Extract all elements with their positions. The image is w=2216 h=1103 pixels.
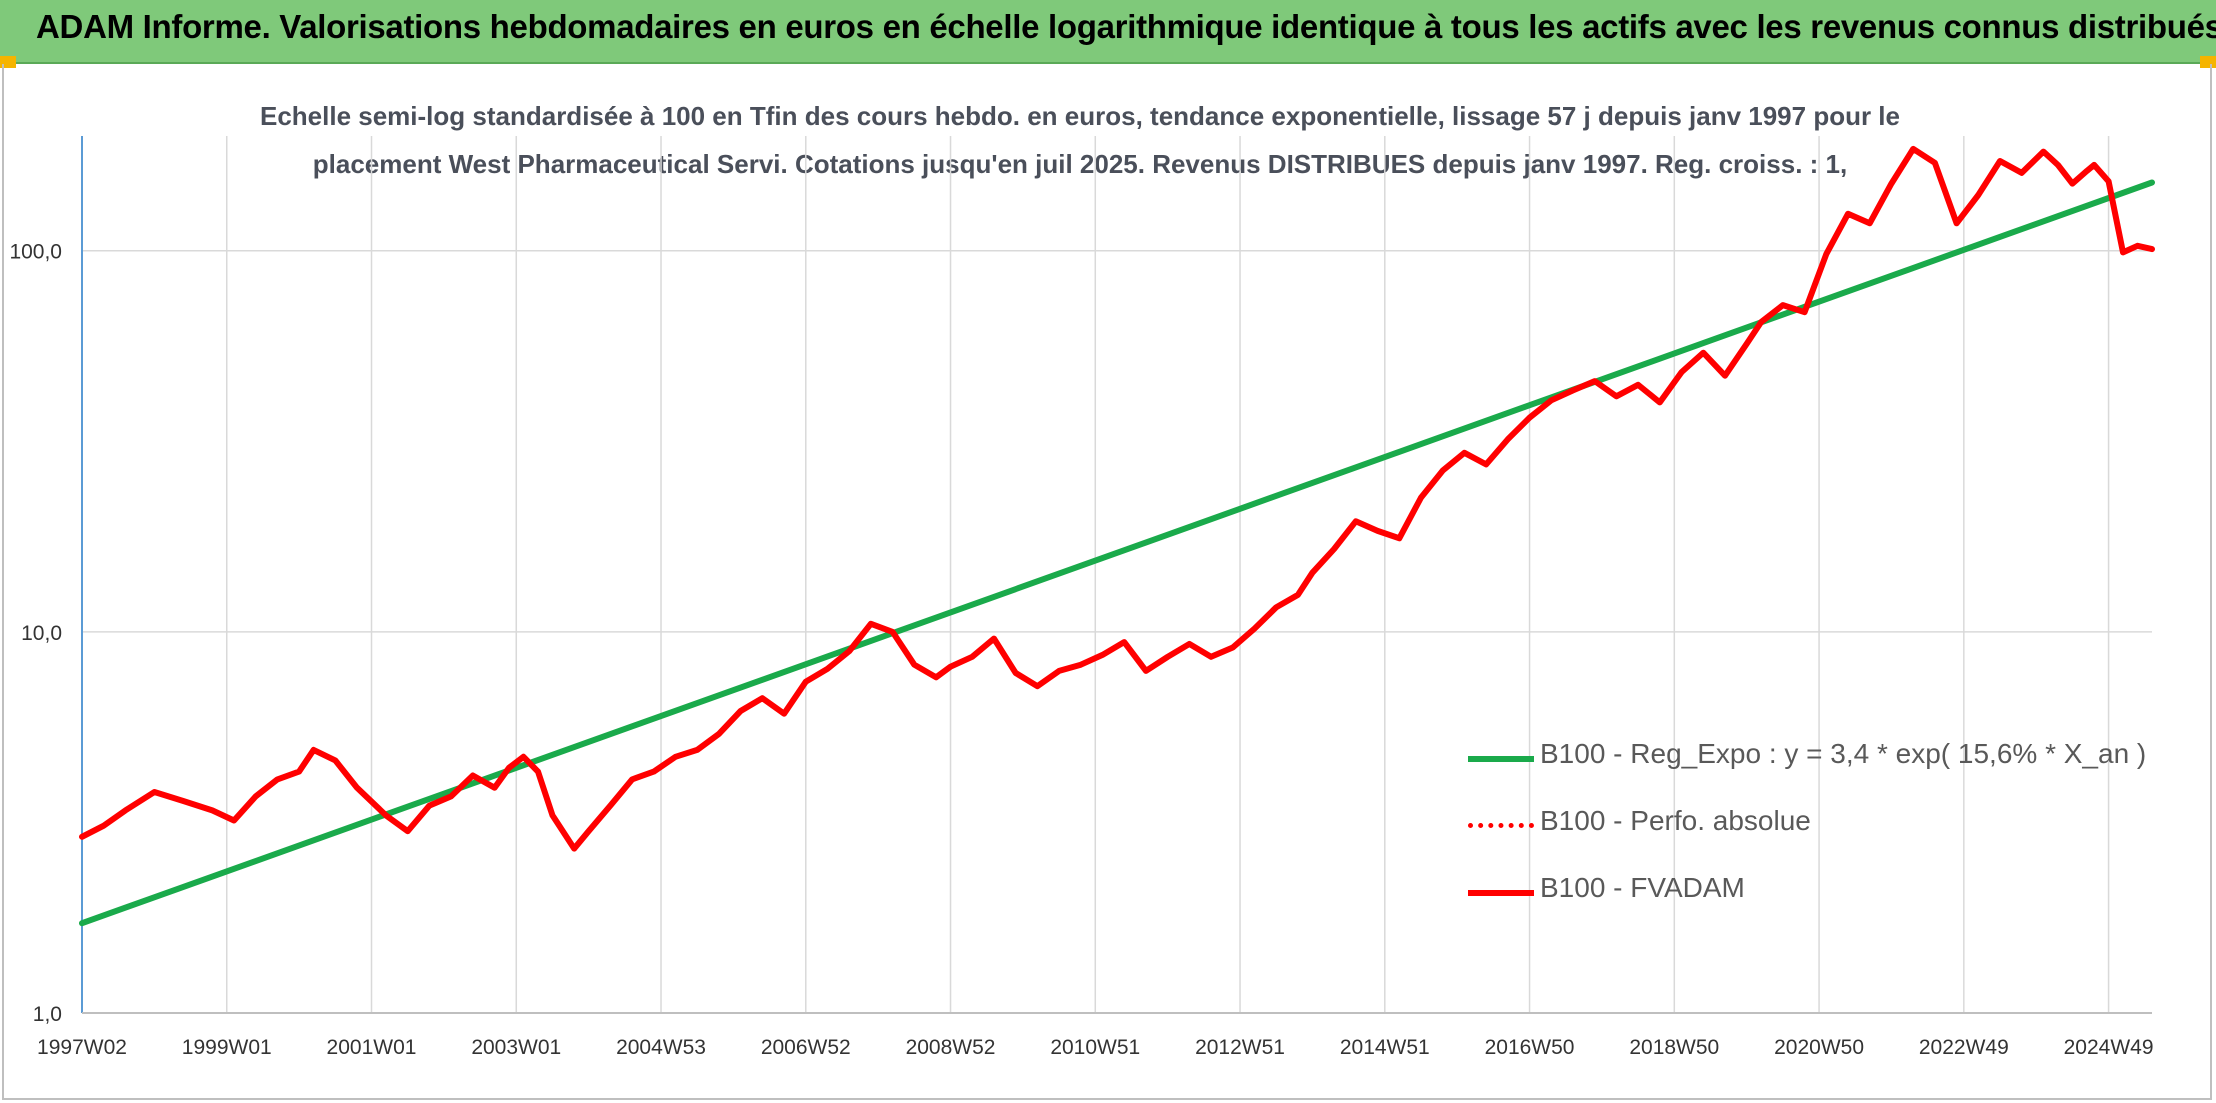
legend-label-trend: B100 - Reg_Expo : y = 3,4 * exp( 15,6% *…: [1540, 738, 2147, 769]
corner-marker-right: [2200, 56, 2216, 68]
y-tick-label: 1,0: [33, 1003, 62, 1026]
x-tick-label: 2008W52: [906, 1036, 996, 1059]
x-tick-label: 2003W01: [471, 1036, 561, 1059]
series-line-2: [79, 145, 2155, 852]
corner-marker-left: [0, 56, 16, 68]
x-tick-label: 2020W50: [1774, 1036, 1864, 1059]
legend-label-fvadam: B100 - FVADAM: [1540, 872, 1745, 903]
chart-frame: [2, 64, 2212, 1100]
report-title: ADAM Informe. Valorisations hebdomadaire…: [36, 8, 2216, 45]
axis-layer: [81, 136, 2152, 1014]
y-tick-label: 100,0: [9, 241, 62, 264]
x-tick-label: 2004W53: [616, 1036, 706, 1059]
x-tick-label: 2024W49: [2064, 1036, 2154, 1059]
chart-subtitle: Echelle semi-log standardisée à 100 en T…: [259, 101, 1900, 179]
series-layer: [79, 145, 2155, 927]
x-tick-label: 2006W52: [761, 1036, 851, 1059]
x-tick-label: 2001W01: [327, 1036, 417, 1059]
label-layer: 1997W02 1999W01 2001W01 2003W01 2004W53 2006W…: [9, 241, 2153, 1059]
legend-swatch-trend: [1468, 756, 1534, 762]
x-tick-label: 2010W51: [1050, 1036, 1140, 1059]
y-tick-label: 10,0: [21, 622, 62, 645]
x-tick-label: 1999W01: [182, 1036, 272, 1059]
x-tick-label: 2014W51: [1340, 1036, 1430, 1059]
x-tick-label: 1997W02: [37, 1036, 127, 1059]
legend-swatch-fvadam: [1468, 890, 1534, 896]
legend-label-perfo: B100 - Perfo. absolue: [1540, 805, 1811, 836]
title-banner: ADAM Informe. Valorisations hebdomadaire…: [0, 0, 2216, 64]
series-line-0: [79, 179, 2155, 927]
x-tick-label: 2018W50: [1629, 1036, 1719, 1059]
legend-swatch-perfo: [1468, 823, 1534, 828]
x-tick-label: 2012W51: [1195, 1036, 1285, 1059]
grid-layer: [82, 136, 2152, 1013]
x-tick-label: 2022W49: [1919, 1036, 2009, 1059]
x-tick-label: 2016W50: [1485, 1036, 1575, 1059]
